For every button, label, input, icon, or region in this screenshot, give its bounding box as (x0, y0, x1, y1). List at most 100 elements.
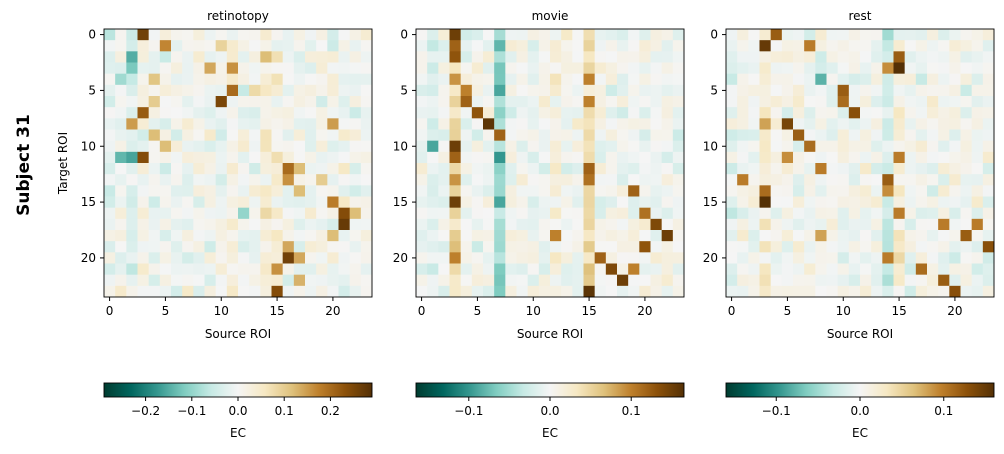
heatmap-cell (759, 218, 772, 231)
heatmap-cell (726, 207, 738, 220)
heatmap-cell (605, 51, 618, 63)
heatmap-cell (159, 274, 172, 287)
heatmap-cell (628, 163, 640, 175)
heatmap-cell (538, 185, 551, 197)
heatmap-cell (826, 29, 839, 41)
heatmap-cell (505, 129, 517, 142)
heatmap-cell (583, 29, 596, 41)
heatmap-cell (982, 140, 995, 153)
heatmap-cell (104, 40, 116, 52)
heatmap-cell (893, 285, 906, 298)
heatmap-cell (737, 196, 749, 209)
heatmap-cell (672, 84, 685, 97)
heatmap-cell (650, 230, 663, 242)
heatmap-cell (982, 40, 995, 52)
heatmap-cell (904, 29, 917, 41)
heatmap-cell (260, 151, 272, 164)
heatmap-cell (505, 185, 517, 197)
heatmap-cell (938, 230, 950, 242)
heatmap-cell (471, 185, 484, 197)
heatmap-cell (204, 252, 217, 264)
heatmap-cell (583, 140, 596, 153)
heatmap-cell (628, 96, 640, 108)
heatmap-cell (550, 285, 562, 298)
heatmap-cell (159, 118, 172, 130)
heatmap-cell (605, 263, 618, 276)
heatmap-cell (605, 241, 618, 253)
heatmap-cell (193, 73, 205, 86)
heatmap-cell (837, 29, 850, 41)
subject-row-label: Subject 31 (14, 114, 34, 216)
heatmap-cell (494, 40, 506, 52)
heatmap-cell (171, 274, 183, 287)
panel-title: rest (848, 9, 871, 23)
x-tick-label: 5 (162, 304, 170, 318)
heatmap-cell (617, 185, 629, 197)
heatmap-cell (949, 218, 961, 231)
heatmap-cell (238, 96, 250, 108)
heatmap-cell (726, 252, 738, 264)
heatmap-cell (159, 218, 172, 231)
heatmap-cell (226, 107, 239, 119)
x-tick-label: 5 (784, 304, 792, 318)
heatmap-cell (148, 118, 161, 130)
heatmap-cell (960, 285, 973, 298)
heatmap-cell (182, 230, 194, 242)
heatmap-cell (882, 51, 894, 63)
x-tick-label: 0 (418, 304, 426, 318)
heatmap-cell (460, 51, 473, 63)
colorbar-tick-label: 0.1 (622, 404, 641, 418)
heatmap-cell (871, 174, 883, 186)
heatmap-cell (182, 29, 194, 41)
heatmap-cell (938, 51, 950, 63)
heatmap-cell (594, 263, 607, 276)
heatmap-cell (293, 84, 306, 97)
heatmap-cell (193, 140, 205, 153)
heatmap-cell (971, 252, 984, 264)
heatmap-cell (494, 62, 506, 75)
heatmap-cell (927, 40, 939, 52)
heatmap-cell (639, 196, 651, 209)
heatmap-cell (249, 218, 261, 231)
heatmap-cell (938, 40, 950, 52)
heatmap-cell (204, 73, 217, 86)
heatmap-cell (215, 196, 228, 209)
heatmap-cell (238, 118, 250, 130)
heatmap-cell (748, 174, 760, 186)
heatmap-cell (759, 51, 772, 63)
heatmap-cell (617, 62, 629, 75)
heatmap-cell (904, 207, 917, 220)
heatmap-cell (527, 40, 540, 52)
heatmap-cell (770, 263, 783, 276)
y-tick-label: 10 (703, 139, 718, 153)
heatmap-cell (927, 163, 939, 175)
heatmap-cell (737, 140, 749, 153)
heatmap-cell (349, 129, 362, 142)
heatmap-cell (804, 29, 816, 41)
heatmap-cell (226, 62, 239, 75)
heatmap-cell (605, 118, 618, 130)
heatmap-cell (893, 73, 906, 86)
heatmap-cell (971, 51, 984, 63)
heatmap-cell (327, 174, 339, 186)
heatmap-cell (126, 241, 138, 253)
heatmap-cell (505, 196, 517, 209)
heatmap-cell (527, 96, 540, 108)
heatmap-cell (848, 29, 861, 41)
heatmap-cell (650, 218, 663, 231)
heatmap-cell (737, 29, 749, 41)
x-tick-label: 20 (637, 304, 652, 318)
colorbar-label: EC (852, 426, 868, 440)
heatmap-cell (971, 73, 984, 86)
heatmap-cell (793, 274, 805, 287)
heatmap-cell (882, 118, 894, 130)
heatmap-cell (982, 151, 995, 164)
heatmap-cell (137, 185, 150, 197)
heatmap-cell (793, 263, 805, 276)
heatmap-cell (804, 140, 816, 153)
heatmap-cell (770, 163, 783, 175)
heatmap-cell (837, 140, 850, 153)
heatmap-cell (226, 84, 239, 97)
heatmap-cell (848, 252, 861, 264)
heatmap-cell (104, 207, 116, 220)
